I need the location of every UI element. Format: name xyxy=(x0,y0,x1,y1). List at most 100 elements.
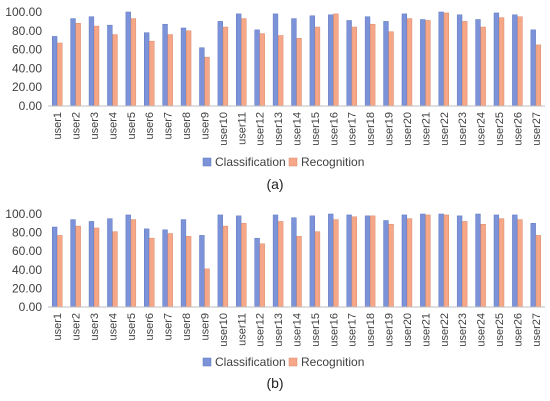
x-tick-label: user2 xyxy=(71,313,83,341)
recognition-bar xyxy=(462,21,468,107)
classification-bar xyxy=(125,214,131,308)
classification-bar xyxy=(272,214,279,308)
classification-bar xyxy=(291,217,297,308)
classification-bar xyxy=(438,11,444,107)
x-tick-label: user9 xyxy=(199,313,211,341)
x-tick-label: user14 xyxy=(292,112,304,146)
classification-bar xyxy=(180,27,187,107)
classification-bar xyxy=(272,13,279,107)
legend-swatch-recognition xyxy=(288,157,298,167)
recognition-bar xyxy=(112,231,118,308)
chart-a-svg: 0.00 20.00 40.00 60.00 80.00 100.00 user1 user2… xyxy=(5,5,545,169)
classification-bar xyxy=(530,29,536,107)
chart-b: 0.00 20.00 40.00 60.00 80.00 100.00 user1 user2… xyxy=(0,200,550,401)
classification-bar xyxy=(530,223,536,308)
recognition-bar xyxy=(314,231,321,308)
classification-bar xyxy=(144,228,150,308)
x-tick-label: user4 xyxy=(107,313,119,341)
recognition-bar xyxy=(535,44,542,107)
classification-bar xyxy=(291,18,297,107)
x-tick-label: user8 xyxy=(181,112,193,140)
recognition-bar xyxy=(443,12,449,107)
classification-bar xyxy=(493,214,500,308)
y-tick-label: 100.00 xyxy=(5,207,42,221)
recognition-bar xyxy=(278,221,284,308)
classification-bar xyxy=(144,32,150,107)
recognition-bar xyxy=(93,25,100,107)
classification-bar xyxy=(512,14,518,107)
x-tick-label: user7 xyxy=(163,112,175,140)
x-tick-label: user14 xyxy=(292,313,304,347)
x-tick-label: user12 xyxy=(255,313,267,347)
y-tick-label: 0.00 xyxy=(19,300,43,314)
recognition-bar xyxy=(259,243,265,308)
classification-bar xyxy=(51,36,58,107)
x-tick-label: user11 xyxy=(236,313,248,346)
y-tick-label: 60.00 xyxy=(12,244,42,258)
x-tick-label: user20 xyxy=(402,112,414,146)
recognition-bar xyxy=(204,56,210,107)
x-tick-label: user9 xyxy=(199,112,211,140)
x-tick-label: user27 xyxy=(531,112,543,146)
recognition-bar xyxy=(351,216,357,308)
x-tick-label: user19 xyxy=(384,313,396,347)
classification-bar xyxy=(125,11,131,107)
recognition-bar xyxy=(75,23,81,107)
classification-bar xyxy=(346,20,352,107)
recognition-bar xyxy=(462,221,468,308)
x-tick-label: user10 xyxy=(218,313,230,347)
recognition-bar xyxy=(93,227,100,308)
classification-bar xyxy=(199,47,205,107)
classification-bar xyxy=(162,23,168,107)
x-tick-label: user1 xyxy=(52,112,64,140)
legend-label-classification: Classification xyxy=(215,355,286,369)
x-tick-label: user13 xyxy=(273,112,285,146)
y-tick-label: 60.00 xyxy=(12,43,42,57)
recognition-bar xyxy=(388,223,394,308)
x-tick-label: user6 xyxy=(144,112,156,140)
x-tick-label: user6 xyxy=(144,313,156,341)
classification-bar xyxy=(364,16,371,107)
x-tick-label: user19 xyxy=(384,112,396,146)
recognition-bar xyxy=(370,23,376,107)
x-tick-label: user16 xyxy=(328,313,340,347)
x-tick-label: user27 xyxy=(531,313,543,347)
recognition-bar xyxy=(498,17,505,107)
classification-bar xyxy=(180,219,187,308)
x-tick-label: user24 xyxy=(476,313,488,347)
recognition-bar xyxy=(443,214,449,308)
x-tick-label: user25 xyxy=(494,313,506,347)
x-tick-label: user26 xyxy=(512,112,524,146)
classification-bar xyxy=(107,218,113,308)
recognition-bar xyxy=(406,18,413,107)
recognition-bar xyxy=(222,26,229,107)
recognition-bar xyxy=(112,34,118,107)
classification-bar xyxy=(475,19,481,107)
recognition-bar xyxy=(333,13,339,107)
classification-bar xyxy=(309,215,315,308)
recognition-bar xyxy=(241,223,247,308)
chart-b-caption: (b) xyxy=(266,375,284,391)
chart-a: 0.00 20.00 40.00 60.00 80.00 100.00 user1 user2… xyxy=(0,0,550,200)
classification-bar xyxy=(217,214,223,308)
x-tick-label: user23 xyxy=(457,112,469,146)
recognition-bar xyxy=(517,219,523,308)
recognition-bar xyxy=(57,235,63,308)
classification-bar xyxy=(438,213,444,308)
recognition-bar xyxy=(480,223,486,308)
classification-bar xyxy=(456,14,463,107)
y-tick-label: 40.00 xyxy=(12,263,42,277)
classification-bar xyxy=(309,15,315,107)
x-tick-label: user25 xyxy=(494,112,506,146)
classification-bar xyxy=(236,13,242,107)
recognition-bar xyxy=(351,26,357,107)
recognition-bar xyxy=(185,236,192,308)
y-tick-label: 0.00 xyxy=(19,99,43,113)
x-tick-label: user15 xyxy=(310,313,322,347)
x-tick-label: user12 xyxy=(255,112,267,146)
recognition-bar xyxy=(333,219,339,308)
x-tick-label: user13 xyxy=(273,313,285,347)
classification-bar xyxy=(364,215,371,308)
legend-label-recognition: Recognition xyxy=(301,155,364,169)
x-tick-label: user3 xyxy=(89,112,101,140)
